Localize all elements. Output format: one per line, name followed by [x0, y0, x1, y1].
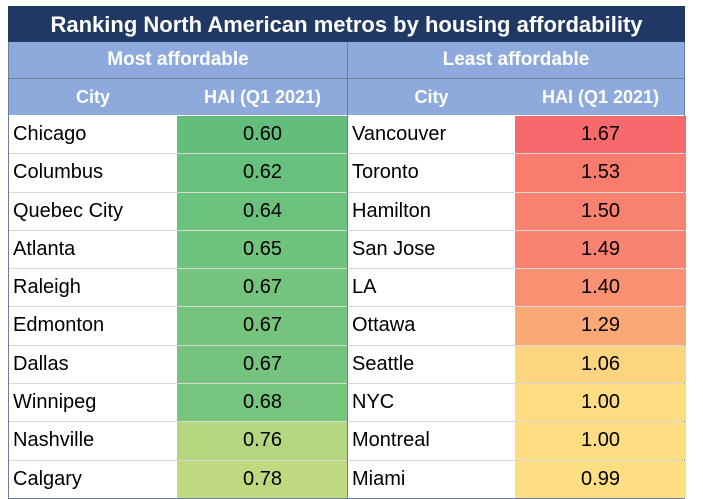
table-row: Miami 0.99	[348, 460, 686, 498]
table-body: Most affordable City HAI (Q1 2021) Chica…	[8, 42, 686, 498]
city-cell: Seattle	[348, 345, 515, 384]
table-row: Chicago 0.60	[9, 116, 348, 155]
table-row: Calgary 0.78	[9, 460, 348, 498]
city-cell: Raleigh	[9, 269, 177, 307]
city-cell: Miami	[348, 460, 515, 498]
hai-value-cell: 0.62	[177, 154, 348, 192]
table-title: Ranking North American metros by housing…	[8, 6, 685, 42]
least-affordable-section: Least affordable City HAI (Q1 2021) Vanc…	[347, 42, 686, 498]
hai-value-cell: 1.29	[515, 307, 686, 345]
table-row: Hamilton 1.50	[348, 192, 686, 231]
city-cell: Atlanta	[9, 230, 177, 269]
table-row: Raleigh 0.67	[9, 269, 348, 308]
hai-value-cell: 0.60	[177, 116, 348, 154]
hai-value-cell: 0.76	[177, 422, 348, 460]
column-header-city: City	[75, 87, 110, 107]
table-row: Nashville 0.76	[9, 422, 348, 461]
city-cell: Montreal	[348, 422, 515, 460]
city-cell: NYC	[348, 384, 515, 422]
hai-value-cell: 1.67	[515, 116, 686, 154]
city-cell: Winnipeg	[9, 384, 177, 422]
column-header-hai: HAI (Q1 2021)	[203, 87, 322, 107]
table-row: LA 1.40	[348, 269, 686, 308]
hai-value-cell: 1.50	[515, 192, 686, 230]
hai-value-cell: 0.67	[177, 307, 348, 345]
table-row: Seattle 1.06	[348, 345, 686, 385]
table-row: Vancouver 1.67	[348, 116, 686, 155]
city-cell: Ottawa	[348, 307, 515, 345]
hai-value-cell: 1.00	[515, 422, 686, 460]
table-row: Ottawa 1.29	[348, 307, 686, 346]
hai-value-cell: 0.64	[177, 192, 348, 230]
hai-value-cell: 1.40	[515, 269, 686, 307]
table-row: Edmonton 0.67	[9, 307, 348, 346]
city-cell: Dallas	[9, 345, 177, 384]
hai-value-cell: 1.00	[515, 384, 686, 422]
most-affordable-section: Most affordable City HAI (Q1 2021) Chica…	[8, 42, 348, 498]
group-header-most-affordable: Most affordable	[9, 42, 347, 79]
table-row: Quebec City 0.64	[9, 192, 348, 231]
hai-value-cell: 0.67	[177, 345, 348, 384]
hai-value-cell: 1.06	[515, 345, 686, 384]
city-cell: Hamilton	[348, 192, 515, 230]
hai-value-cell: 0.99	[515, 460, 686, 498]
affordability-table: Ranking North American metros by housing…	[8, 6, 686, 499]
table-row: NYC 1.00	[348, 384, 686, 423]
city-cell: Edmonton	[9, 307, 177, 345]
table-row: Columbus 0.62	[9, 154, 348, 193]
table-row: Toronto 1.53	[348, 154, 686, 193]
city-cell: Toronto	[348, 154, 515, 192]
hai-value-cell: 0.78	[177, 460, 348, 498]
city-cell: LA	[348, 269, 515, 307]
rows-least-affordable: Vancouver 1.67 Toronto 1.53 Hamilton 1.50 San …	[348, 116, 686, 498]
city-cell: Vancouver	[348, 116, 515, 154]
table-row: Atlanta 0.65	[9, 230, 348, 270]
city-cell: Calgary	[9, 460, 177, 498]
column-header-city: City	[414, 87, 449, 107]
hai-value-cell: 0.67	[177, 269, 348, 307]
city-cell: Quebec City	[9, 192, 177, 230]
city-cell: Columbus	[9, 154, 177, 192]
rows-most-affordable: Chicago 0.60 Columbus 0.62 Quebec City 0.64 At…	[9, 116, 348, 498]
table-row: Montreal 1.00	[348, 422, 686, 461]
hai-value-cell: 0.68	[177, 384, 348, 422]
table-row: Winnipeg 0.68	[9, 384, 348, 423]
column-header-hai: HAI (Q1 2021)	[541, 87, 660, 107]
city-cell: Chicago	[9, 116, 177, 154]
hai-value-cell: 1.53	[515, 154, 686, 192]
group-header-least-affordable: Least affordable	[348, 42, 684, 79]
table-row: San Jose 1.49	[348, 230, 686, 270]
table-row: Dallas 0.67	[9, 345, 348, 385]
city-cell: San Jose	[348, 230, 515, 269]
column-headers-most-affordable: City HAI (Q1 2021)	[9, 79, 347, 116]
hai-value-cell: 0.65	[177, 230, 348, 269]
column-headers-least-affordable: City HAI (Q1 2021)	[348, 79, 684, 116]
hai-value-cell: 1.49	[515, 230, 686, 269]
city-cell: Nashville	[9, 422, 177, 460]
